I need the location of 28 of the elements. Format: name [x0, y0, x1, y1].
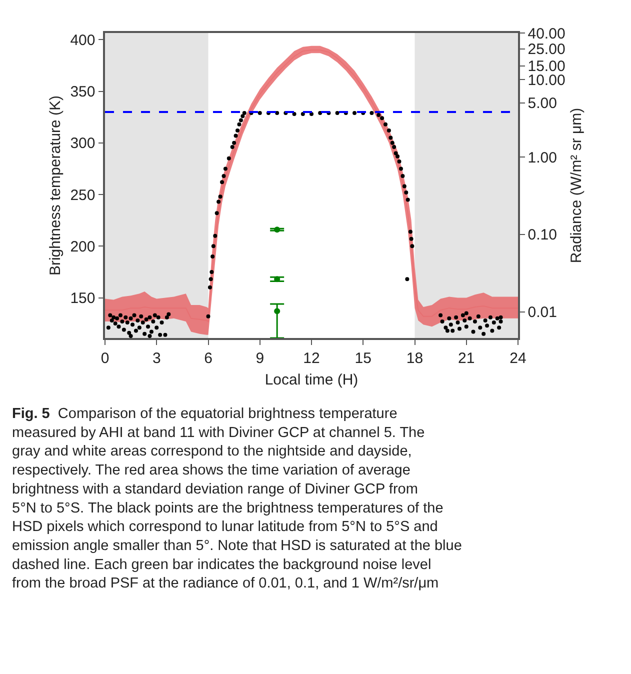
y2-axis-title: Radiance (W/m² sr μm): [568, 108, 585, 264]
y2-tick-label: 0.01: [528, 304, 557, 322]
y-tick-label: 300: [70, 135, 96, 152]
x-tick-label: 24: [510, 350, 526, 367]
y-tick-label: 150: [70, 290, 96, 307]
caption: Fig. 5: [12, 406, 50, 422]
x-tick-label: 15: [354, 350, 372, 367]
y-axis-title: Brightness temperature (K): [46, 95, 64, 276]
x-tick-label: 3: [152, 350, 161, 367]
point: [274, 226, 280, 233]
y2-tick-label: 5.00: [528, 95, 557, 112]
y2-tick-label: 0.10: [528, 226, 557, 244]
point: [274, 308, 280, 314]
x-axis-title: Local time (H): [264, 371, 358, 388]
y-tick-label: 250: [70, 186, 96, 204]
x-tick-label: 0: [100, 350, 110, 367]
y-tick-label: 400: [70, 32, 96, 49]
y2-tick-label: 25.00: [528, 41, 566, 58]
y2-tick-label: 40.00: [528, 25, 566, 42]
y-tick-label: 200: [70, 238, 96, 256]
x-tick-label: 12: [303, 350, 320, 367]
x-tick-label: 18: [406, 350, 424, 367]
point: [274, 276, 280, 282]
y2-tick-label: 1.00: [528, 149, 557, 166]
x-tick-label: 21: [458, 350, 475, 367]
x-tick-label: 9: [256, 350, 264, 367]
x-tick-label: 6: [204, 350, 212, 367]
y-tick-label: 350: [70, 84, 96, 101]
